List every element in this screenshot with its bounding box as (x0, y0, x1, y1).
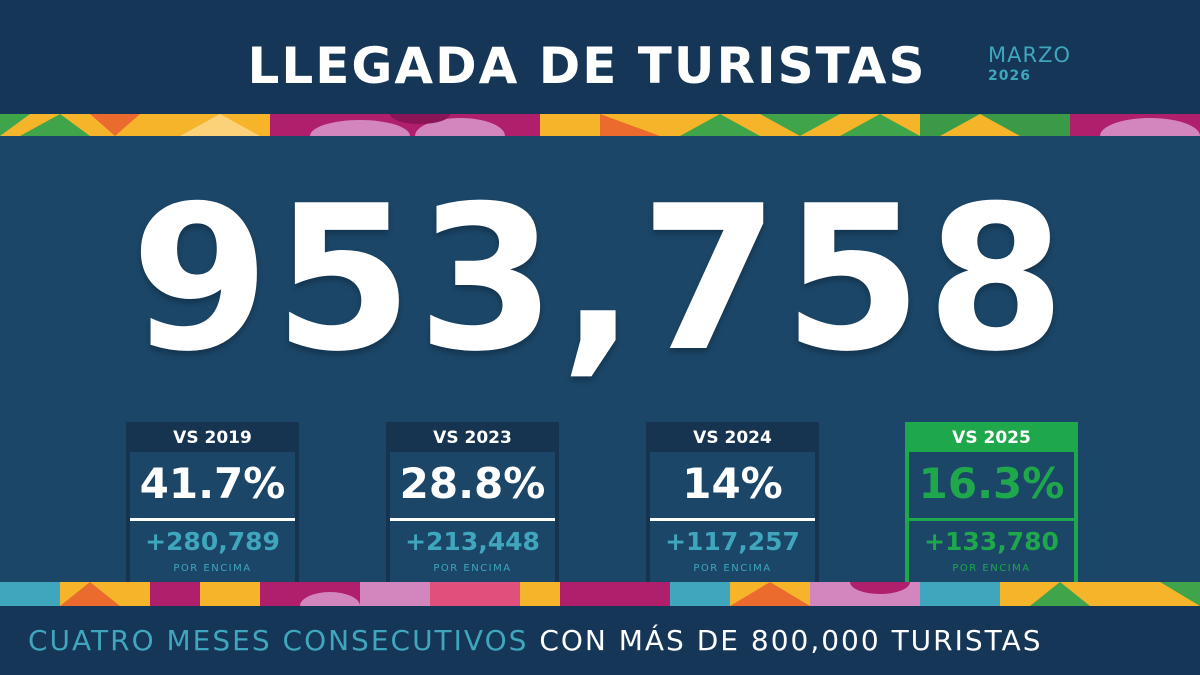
total-arrivals: 953,758 (130, 163, 1070, 396)
card-body: 14% +117,257 POR ENCIMA (650, 452, 815, 582)
date-label: MARZO 2026 (988, 42, 1108, 84)
card-note: POR ENCIMA (693, 563, 772, 574)
card-percent: 14% (682, 459, 783, 508)
page-title: LLEGADA DE TURISTAS (247, 37, 927, 95)
card-body: 41.7% +280,789 POR ENCIMA (130, 452, 295, 582)
footer-bar: CUATRO MESES CONSECUTIVOS CON MÁS DE 800… (0, 606, 1200, 675)
decorative-pattern-bottom (0, 582, 1200, 606)
card-label: VS 2025 (952, 428, 1031, 448)
card-difference: +117,257 (665, 527, 800, 556)
date-year: 2026 (988, 68, 1031, 84)
decorative-pattern-top (0, 114, 1200, 136)
header-bar: LLEGADA DE TURISTAS MARZO 2026 (0, 0, 1200, 114)
card-percent: 41.7% (139, 459, 286, 508)
card-difference: +213,448 (405, 527, 540, 556)
card-note: POR ENCIMA (173, 563, 252, 574)
card-percent: 16.3% (918, 459, 1065, 508)
comparison-card-2025: VS 2025 16.3% +133,780 POR ENCIMA (905, 422, 1078, 582)
card-divider (390, 518, 555, 521)
card-divider (650, 518, 815, 521)
card-difference: +280,789 (145, 527, 280, 556)
card-note: POR ENCIMA (433, 563, 512, 574)
comparison-card-2023: VS 2023 28.8% +213,448 POR ENCIMA (386, 422, 559, 582)
card-difference: +133,780 (924, 527, 1059, 556)
card-label: VS 2024 (693, 428, 772, 448)
card-note: POR ENCIMA (952, 563, 1031, 574)
card-label: VS 2023 (433, 428, 512, 448)
card-percent: 28.8% (399, 459, 546, 508)
card-divider (130, 518, 295, 521)
footer-rest: CON MÁS DE 800,000 TURISTAS (539, 624, 1043, 657)
card-divider (909, 518, 1074, 521)
footer-message: CUATRO MESES CONSECUTIVOS CON MÁS DE 800… (28, 621, 1188, 661)
card-body: 16.3% +133,780 POR ENCIMA (909, 452, 1074, 582)
card-body: 28.8% +213,448 POR ENCIMA (390, 452, 555, 582)
card-label: VS 2019 (173, 428, 252, 448)
comparison-card-2024: VS 2024 14% +117,257 POR ENCIMA (646, 422, 819, 582)
date-month: MARZO (988, 43, 1071, 67)
footer-highlight: CUATRO MESES CONSECUTIVOS (28, 624, 529, 657)
comparison-card-2019: VS 2019 41.7% +280,789 POR ENCIMA (126, 422, 299, 582)
